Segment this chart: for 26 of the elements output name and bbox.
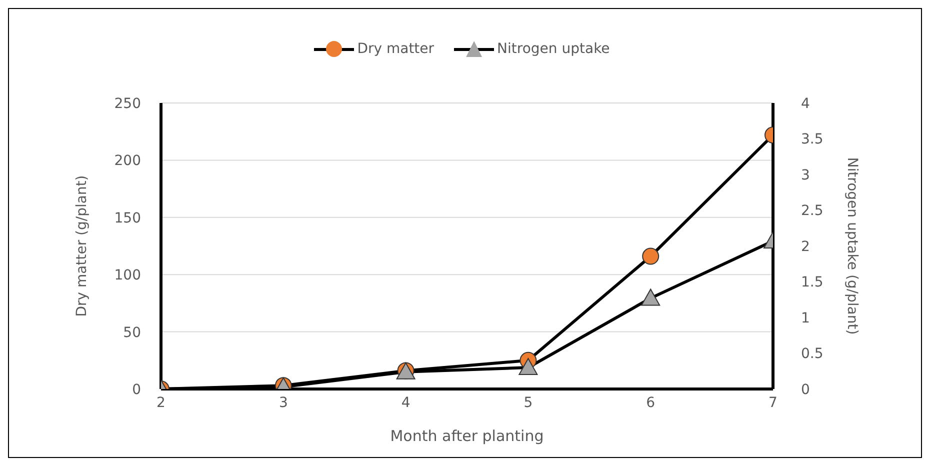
x-axis-title: Month after planting bbox=[390, 427, 544, 445]
x-tick-label: 7 bbox=[768, 394, 778, 411]
y2-tick-label: 3.5 bbox=[801, 132, 824, 148]
y-tick-label: 150 bbox=[114, 210, 141, 226]
y-tick-label: 100 bbox=[114, 268, 141, 284]
y2-tick-label: 1 bbox=[801, 310, 810, 326]
y2-tick-label: 4 bbox=[801, 96, 810, 112]
y2-tick-label: 1.5 bbox=[801, 274, 824, 291]
y2-tick-label: 2.5 bbox=[801, 203, 824, 220]
y2-tick-label: 2 bbox=[801, 238, 810, 255]
y2-axis-title: Nitrogen uptake (g/plant) bbox=[844, 157, 860, 335]
x-tick-label: 4 bbox=[401, 394, 410, 411]
y2-tick-label: 0 bbox=[801, 382, 810, 398]
y-tick-label: 200 bbox=[114, 153, 141, 170]
y-tick-label: 250 bbox=[114, 96, 141, 112]
x-tick-label: 6 bbox=[646, 394, 656, 411]
y-tick-label: 0 bbox=[132, 382, 141, 398]
x-tick-label: 5 bbox=[524, 394, 533, 411]
legend-label: Nitrogen uptake bbox=[497, 41, 610, 57]
y2-tick-label: 0.5 bbox=[801, 346, 824, 362]
y2-tick-label: 3 bbox=[801, 167, 810, 184]
x-tick-label: 2 bbox=[156, 394, 166, 411]
legend-label: Dry matter bbox=[357, 41, 434, 57]
y-axis-title: Dry matter (g/plant) bbox=[74, 175, 90, 317]
x-tick-label: 3 bbox=[278, 394, 288, 411]
y-tick-label: 50 bbox=[123, 324, 141, 341]
